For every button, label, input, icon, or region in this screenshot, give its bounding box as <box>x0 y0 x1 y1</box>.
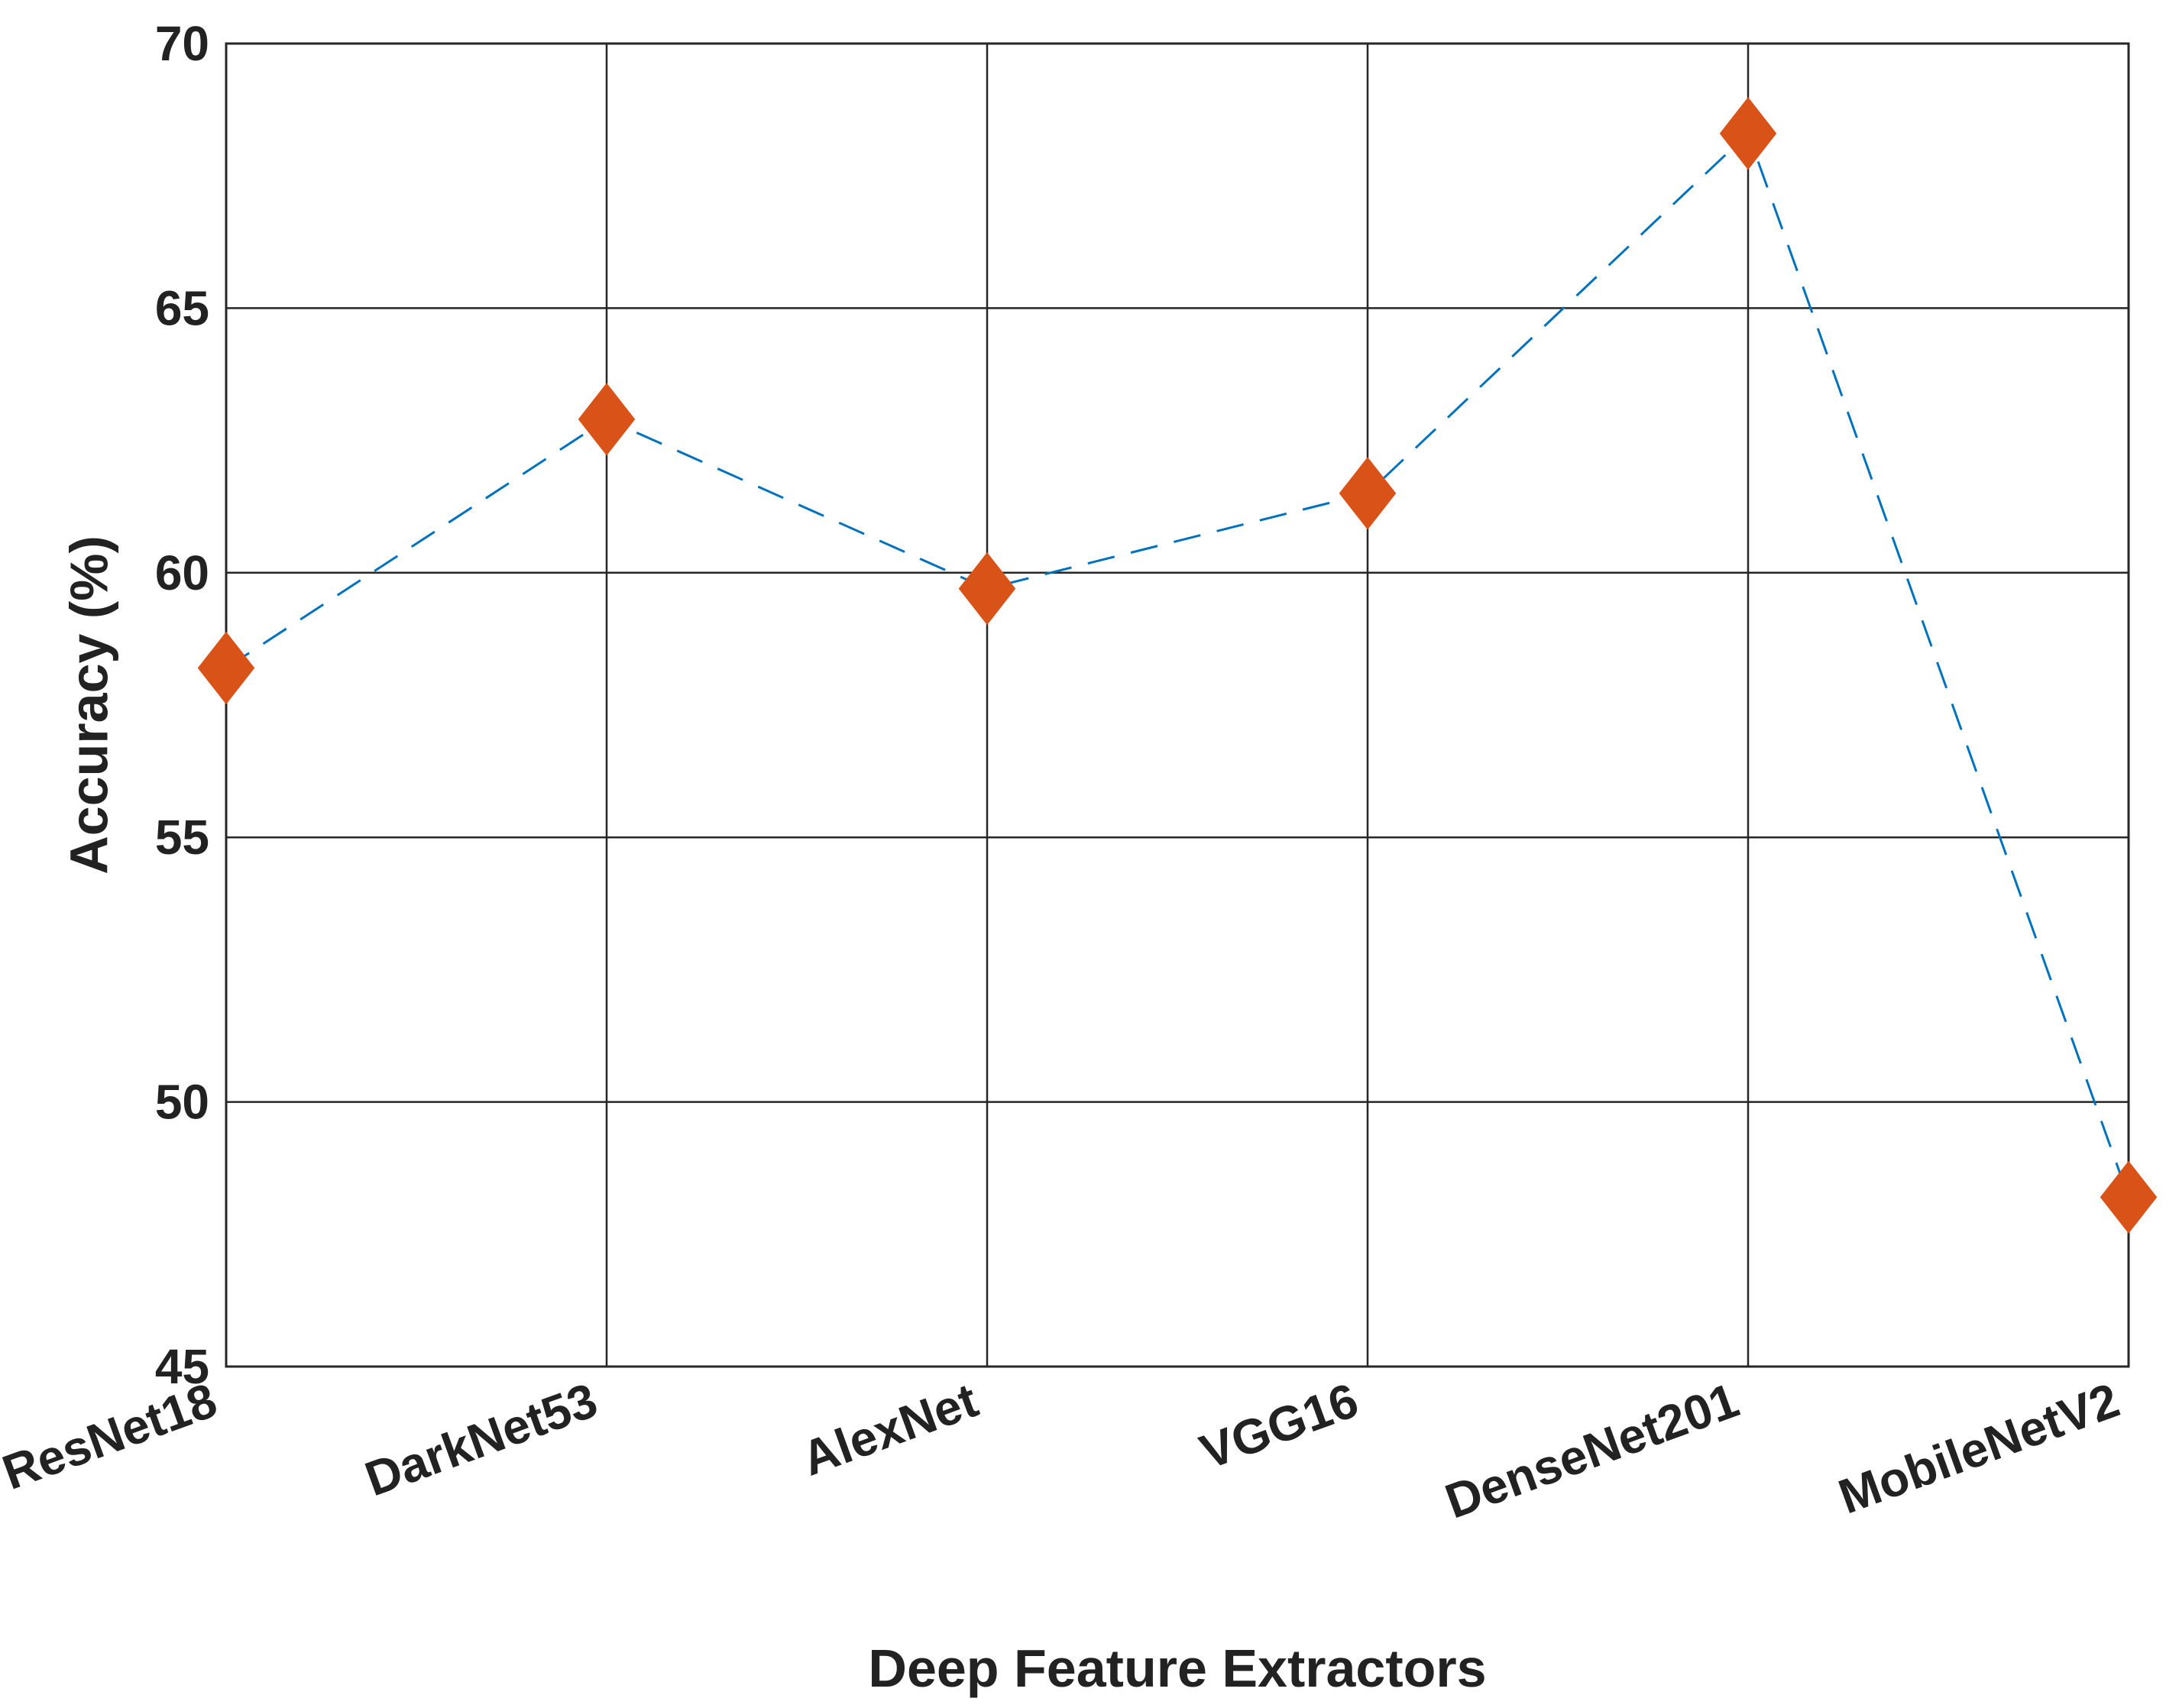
y-tick-label: 50 <box>155 1075 209 1130</box>
y-tick-label: 65 <box>155 280 209 335</box>
x-tick-label: DarkNet53 <box>358 1372 604 1506</box>
y-tick-label: 60 <box>155 545 209 600</box>
y-tick-labels: 45 50 55 60 65 70 <box>155 16 209 1394</box>
x-tick-label: MobileNetV2 <box>1831 1372 2126 1524</box>
data-point-marker <box>1339 457 1397 530</box>
data-point-marker <box>1719 97 1777 170</box>
series-line <box>225 131 2130 1198</box>
x-tick-label: AlexNet <box>795 1372 985 1486</box>
marker-group <box>197 97 2158 1234</box>
x-tick-labels: ResNet18 DarkNet53 AlexNet VGG16 DenseNet201… <box>0 1372 2126 1528</box>
plot-area-border <box>225 42 2130 1368</box>
x-tick-label: VGG16 <box>1193 1372 1365 1480</box>
x-tick-label: DenseNet201 <box>1438 1372 1745 1528</box>
data-point-marker <box>2100 1160 2158 1234</box>
y-tick-label: 70 <box>155 16 209 71</box>
y-tick-label: 45 <box>155 1339 209 1394</box>
y-axis-title: Accuracy (%) <box>59 535 118 875</box>
x-axis-title: Deep Feature Extractors <box>868 1638 1486 1698</box>
data-point-marker <box>958 552 1016 626</box>
data-point-marker <box>578 383 636 456</box>
grid <box>225 42 2130 1368</box>
series-line-group <box>225 131 2130 1198</box>
x-tick-label: ResNet18 <box>0 1372 224 1499</box>
data-point-marker <box>197 631 255 705</box>
y-tick-label: 55 <box>155 810 209 865</box>
